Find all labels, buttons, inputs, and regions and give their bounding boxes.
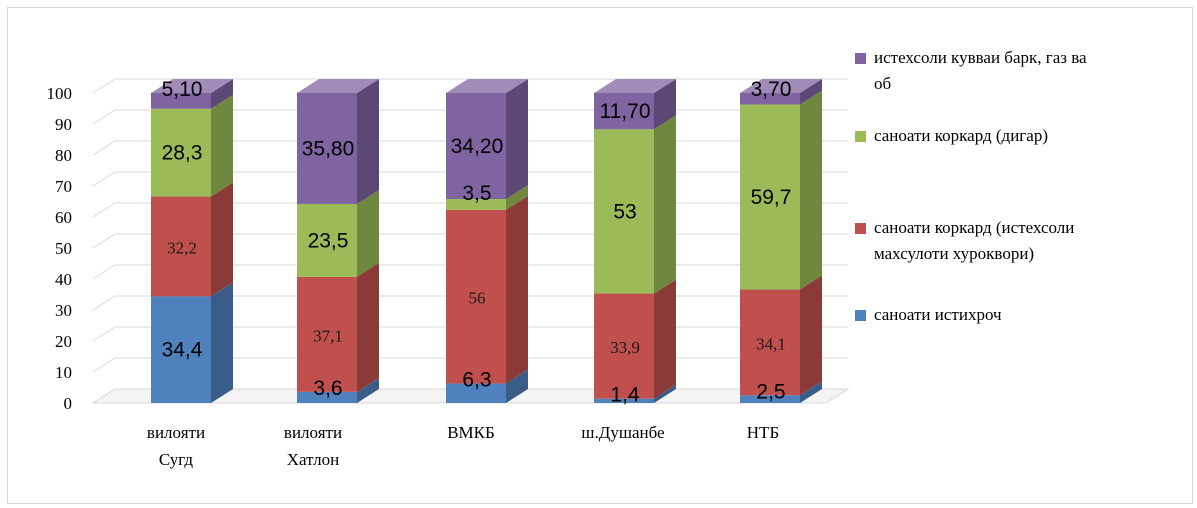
legend-swatch bbox=[855, 310, 866, 321]
bar-segment-side bbox=[357, 189, 379, 277]
x-category-label: ВМКБ bbox=[447, 423, 495, 442]
data-label: 11,70 bbox=[600, 100, 651, 123]
y-tick-label: 10 bbox=[55, 363, 72, 382]
bar-segment bbox=[594, 398, 654, 403]
data-label: 33,9 bbox=[610, 338, 640, 357]
bar-segment bbox=[740, 289, 800, 396]
data-label: 23,5 bbox=[308, 229, 349, 252]
bar-segment bbox=[151, 196, 211, 297]
bar-segment bbox=[594, 293, 654, 399]
x-category-label: вилояти Хатлон bbox=[284, 423, 342, 469]
bar-segment-side bbox=[506, 369, 528, 403]
y-tick-label: 0 bbox=[64, 394, 73, 413]
bar-segment-side bbox=[800, 79, 822, 105]
bar-segment-side bbox=[800, 90, 822, 290]
bar-segment bbox=[446, 209, 506, 384]
data-label: 2,5 bbox=[756, 380, 785, 403]
y-tick-label: 50 bbox=[55, 239, 72, 258]
bar-top bbox=[594, 79, 676, 93]
data-label: 35,80 bbox=[302, 137, 355, 160]
bar-segment-side bbox=[654, 279, 676, 399]
y-tick-label: 70 bbox=[55, 177, 72, 196]
bar-segment-side bbox=[506, 195, 528, 384]
x-category-label: ш.Душанбе bbox=[581, 423, 664, 442]
bar-segment-side bbox=[357, 377, 379, 403]
data-label: 3,6 bbox=[313, 377, 342, 400]
y-tick-label: 100 bbox=[47, 84, 73, 103]
data-label: 5,10 bbox=[162, 78, 203, 101]
y-tick-label: 20 bbox=[55, 332, 72, 351]
bar-segment-side bbox=[654, 115, 676, 294]
legend-label: саноати истихроч bbox=[874, 305, 1002, 324]
data-label: 1,4 bbox=[610, 384, 640, 407]
bar-top bbox=[151, 79, 233, 93]
y-tick-label: 80 bbox=[55, 146, 72, 165]
bar-segment-side bbox=[211, 282, 233, 403]
bar-segment-side bbox=[654, 79, 676, 130]
legend-label: истехсоли кувваи барк, газ ва об bbox=[874, 48, 1087, 93]
bar-stack bbox=[297, 79, 379, 403]
bar-segment-side bbox=[506, 79, 528, 200]
bar-stack bbox=[740, 79, 822, 403]
x-category-label: вилояти Сугд bbox=[147, 423, 205, 469]
bar-segment bbox=[446, 383, 506, 403]
bar-segment bbox=[740, 93, 800, 105]
bar-segment bbox=[297, 391, 357, 403]
bar-stack bbox=[594, 79, 676, 403]
data-label: 53 bbox=[613, 200, 636, 223]
bar-top bbox=[740, 79, 822, 93]
bar-stack bbox=[446, 79, 528, 403]
bar-stack bbox=[151, 79, 233, 403]
bar-segment-side bbox=[357, 262, 379, 392]
x-category-label: НТБ bbox=[747, 423, 779, 442]
gridline bbox=[92, 78, 848, 94]
legend-swatch bbox=[855, 131, 866, 142]
bar-segment bbox=[151, 108, 211, 197]
data-label: 34,1 bbox=[756, 334, 786, 353]
bar-segment-side bbox=[506, 185, 528, 210]
bar-segment-side bbox=[800, 381, 822, 403]
bar-segment-side bbox=[357, 79, 379, 204]
legend-label: саноати коркард (истехсоли махсулоти хуро… bbox=[874, 218, 1075, 263]
bar-segment bbox=[594, 93, 654, 130]
legend-swatch bbox=[855, 223, 866, 234]
y-tick-label: 30 bbox=[55, 301, 72, 320]
bar-segment-side bbox=[654, 384, 676, 403]
data-label: 56 bbox=[469, 289, 486, 308]
data-label: 34,4 bbox=[162, 339, 203, 362]
bar-segment bbox=[151, 296, 211, 403]
y-tick-label: 90 bbox=[55, 115, 72, 134]
bar-segment-side bbox=[211, 182, 233, 297]
data-label: 6,3 bbox=[462, 368, 491, 391]
data-label: 34,20 bbox=[451, 135, 504, 158]
data-label: 37,1 bbox=[313, 326, 343, 345]
data-label: 3,70 bbox=[751, 78, 792, 101]
y-tick-label: 60 bbox=[55, 208, 72, 227]
bar-top bbox=[297, 79, 379, 93]
bar-segment bbox=[740, 395, 800, 403]
data-label: 59,7 bbox=[751, 186, 792, 209]
bar-segment bbox=[446, 199, 506, 210]
bar-top bbox=[446, 79, 528, 93]
bar-segment bbox=[297, 93, 357, 204]
bar-segment-side bbox=[211, 94, 233, 197]
bar-segment bbox=[297, 276, 357, 392]
bar-segment bbox=[297, 203, 357, 277]
legend-swatch bbox=[855, 53, 866, 64]
data-label: 3,5 bbox=[462, 182, 491, 205]
bars bbox=[151, 79, 822, 403]
y-tick-label: 40 bbox=[55, 270, 72, 289]
bar-segment bbox=[446, 93, 506, 200]
data-labels: 34,4 32,2 28,3 5,10 3,6 37,1 23,5 35,80 6,3 56 3,5… bbox=[162, 78, 792, 407]
bar-segment bbox=[740, 104, 800, 290]
data-label: 28,3 bbox=[162, 142, 203, 165]
data-label: 32,2 bbox=[167, 238, 197, 257]
bar-segment bbox=[151, 93, 211, 109]
bar-segment-side bbox=[800, 275, 822, 396]
bar-segment-side bbox=[211, 79, 233, 109]
legend-label: саноати коркард (дигар) bbox=[874, 126, 1048, 145]
bar-segment bbox=[594, 129, 654, 294]
